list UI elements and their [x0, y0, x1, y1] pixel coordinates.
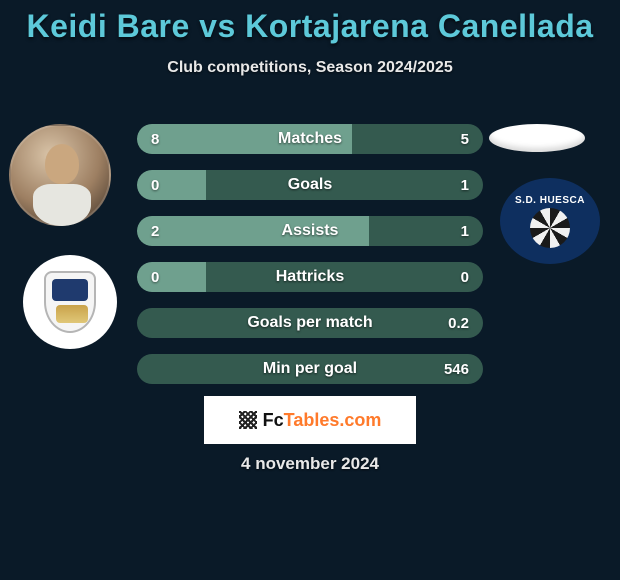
subtitle: Club competitions, Season 2024/2025 — [0, 59, 620, 77]
stat-label: Hattricks — [137, 268, 483, 286]
stat-label: Goals — [137, 176, 483, 194]
stat-value-right: 5 — [461, 131, 469, 148]
player-left-avatar — [9, 124, 111, 226]
chart-icon — [239, 411, 257, 429]
branding-suffix: Tables.com — [284, 410, 382, 431]
branding-badge: FcTables.com — [204, 396, 416, 444]
stat-row: Min per goal546 — [137, 354, 483, 384]
club-right-badge: S.D. HUESCA — [500, 178, 600, 264]
stat-label: Goals per match — [137, 314, 483, 332]
stat-value-right: 546 — [444, 361, 469, 378]
stat-label: Assists — [137, 222, 483, 240]
club-right-label: S.D. HUESCA — [515, 195, 585, 206]
stats-bars: 8Matches50Goals12Assists10Hattricks0Goal… — [137, 124, 483, 400]
stat-value-right: 1 — [461, 223, 469, 240]
stat-label: Matches — [137, 130, 483, 148]
club-left-badge — [23, 255, 117, 349]
stat-value-right: 0 — [461, 269, 469, 286]
stat-value-right: 0.2 — [448, 315, 469, 332]
stat-row: 2Assists1 — [137, 216, 483, 246]
stat-row: 0Goals1 — [137, 170, 483, 200]
branding-prefix: Fc — [263, 410, 284, 431]
page-title: Keidi Bare vs Kortajarena Canellada — [0, 0, 620, 45]
date-label: 4 november 2024 — [0, 454, 620, 474]
player-right-avatar — [489, 124, 585, 152]
stat-label: Min per goal — [137, 360, 483, 378]
soccer-ball-icon — [530, 208, 570, 248]
stat-row: 0Hattricks0 — [137, 262, 483, 292]
stat-value-right: 1 — [461, 177, 469, 194]
stat-row: 8Matches5 — [137, 124, 483, 154]
stat-row: Goals per match0.2 — [137, 308, 483, 338]
club-left-crest-icon — [44, 271, 96, 333]
